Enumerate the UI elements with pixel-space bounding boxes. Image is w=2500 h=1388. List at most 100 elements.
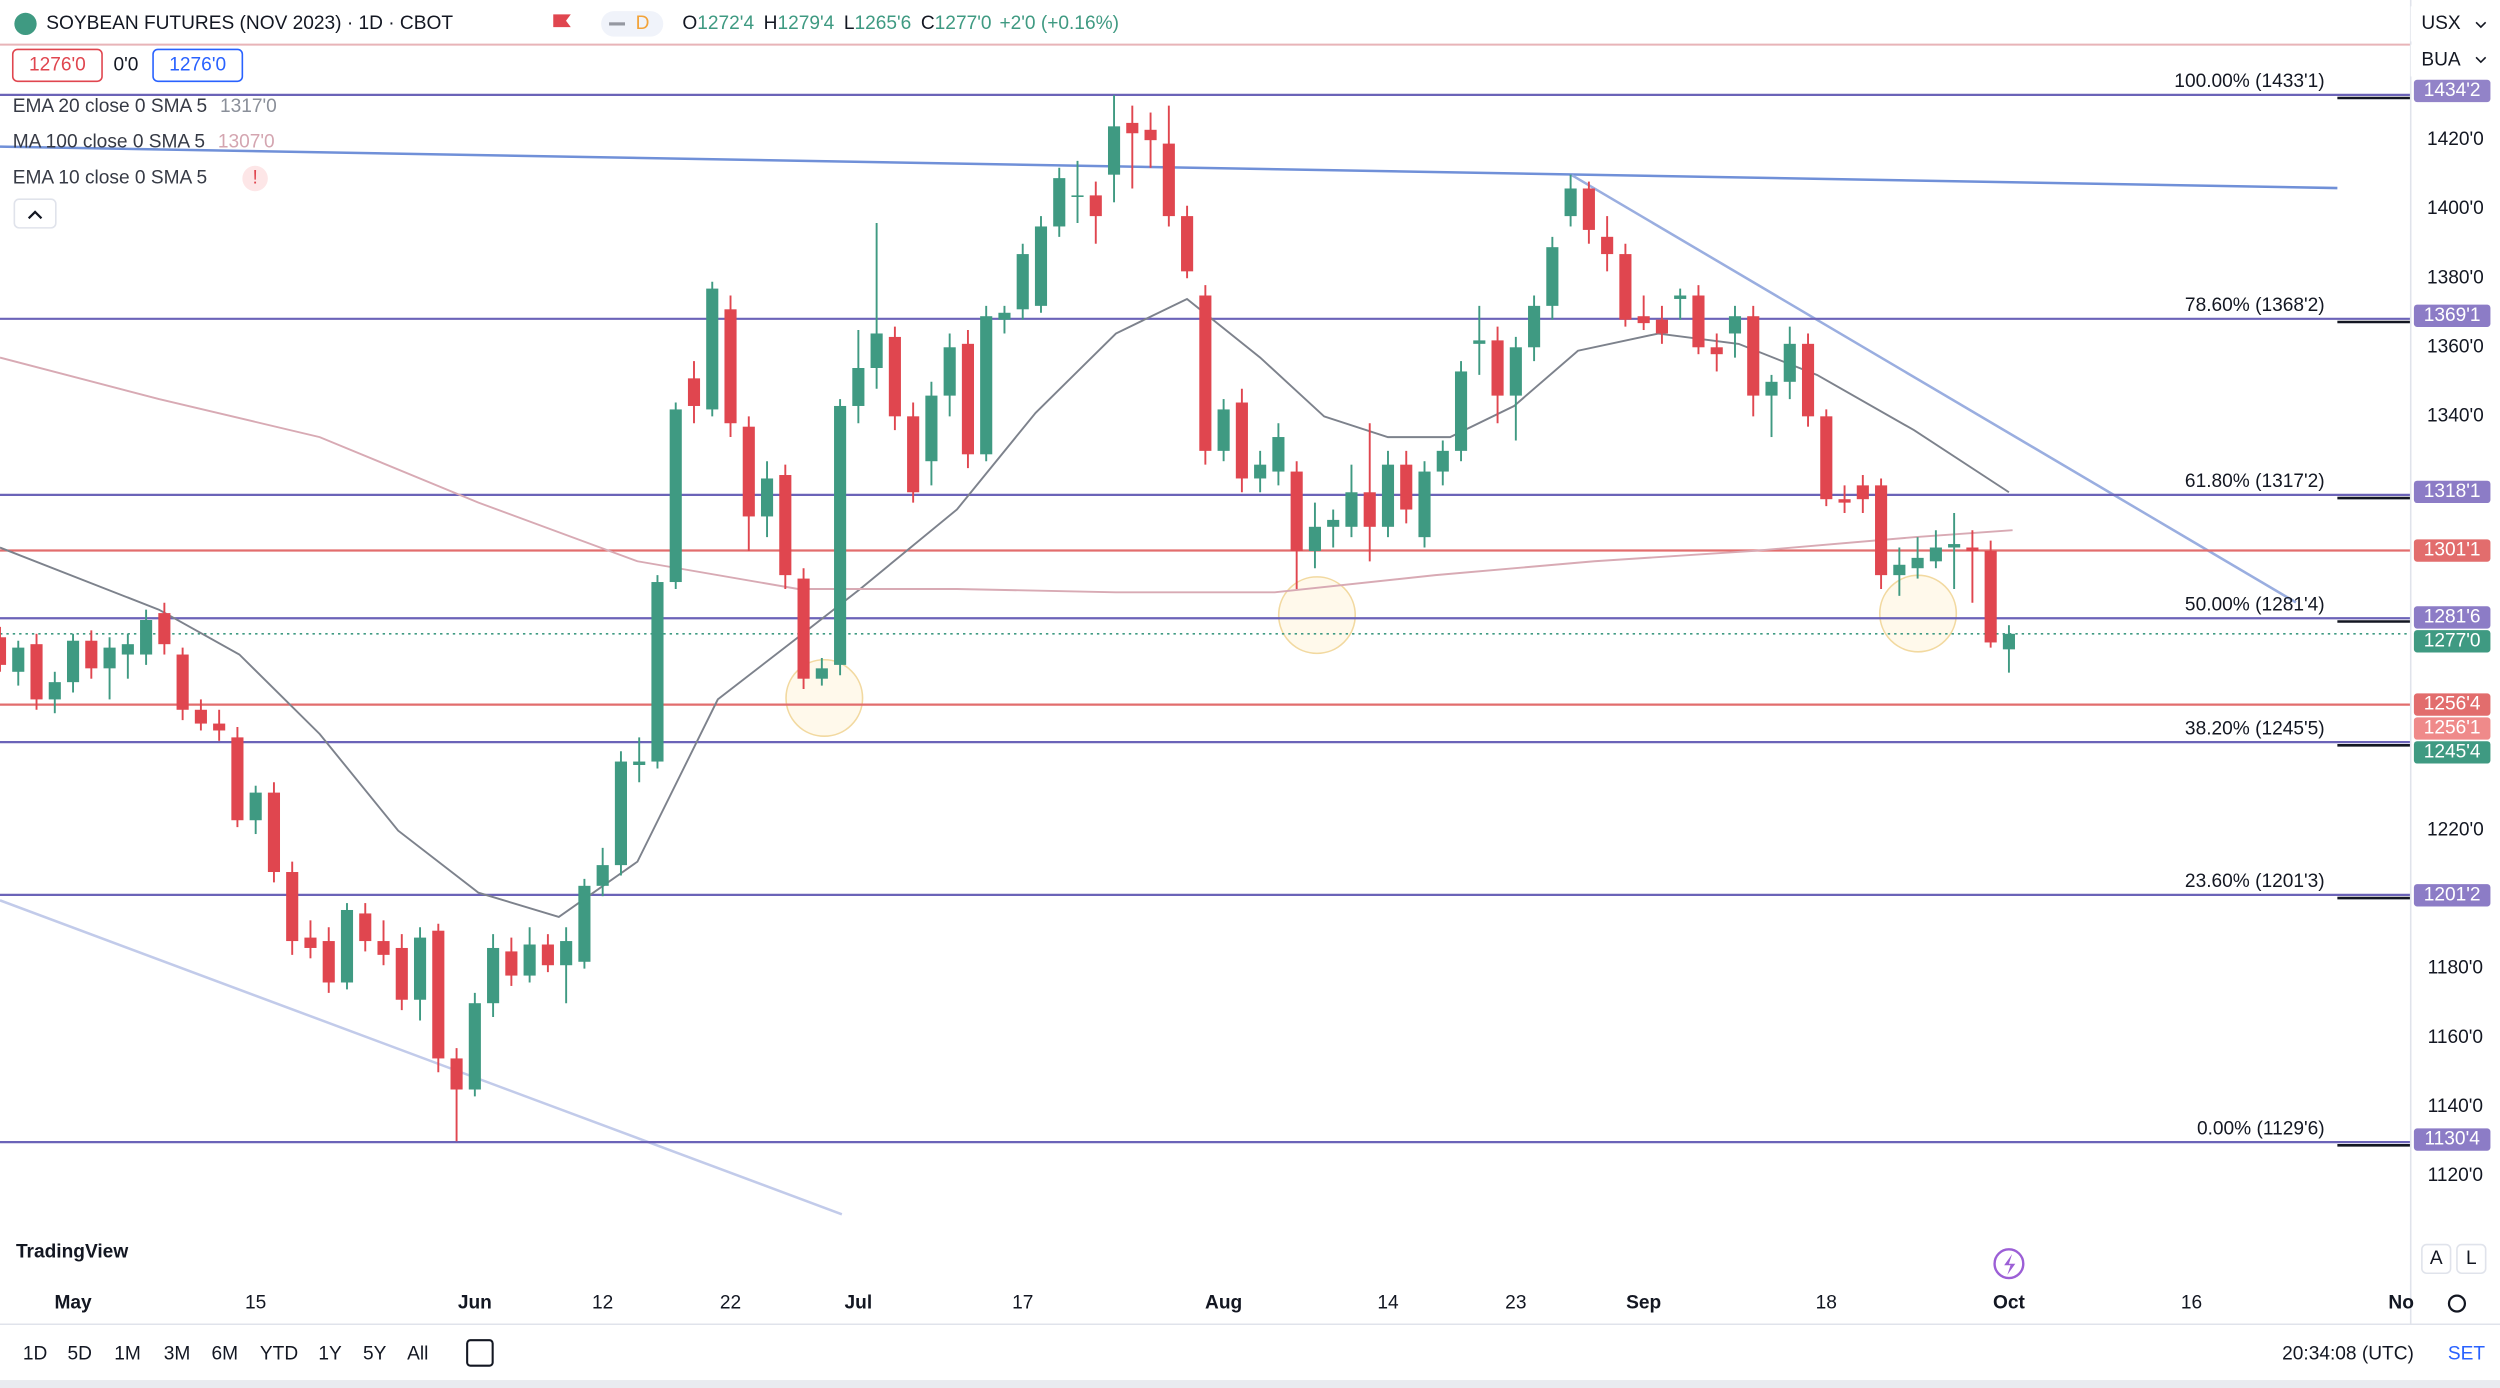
candle-body — [66, 640, 80, 683]
fib-label: 61.80% (1317'2) — [2185, 471, 2325, 492]
price-tag-label: 1277'0 — [2424, 630, 2481, 651]
candle-body — [1162, 143, 1175, 217]
x-tick-label: 18 — [1816, 1293, 1837, 1314]
ask: 1276'0 — [169, 54, 226, 75]
fib-label: 23.60% (1201'3) — [2185, 871, 2325, 892]
candle-body — [1674, 295, 1687, 299]
candle-body — [541, 944, 554, 966]
candle-body — [487, 947, 500, 1004]
candle-body — [1838, 499, 1851, 503]
scale-menu-label[interactable]: USX — [2421, 13, 2461, 34]
candle-body — [1564, 188, 1577, 217]
indicator-name: MA 100 close 0 SMA 5 — [13, 132, 205, 153]
highlight-circle — [1277, 576, 1357, 655]
x-tick-label: 15 — [245, 1293, 266, 1314]
ohlc-key: C — [921, 13, 935, 34]
fib-label: 50.00% (1281'4) — [2185, 595, 2325, 616]
ohlc-value: 1279'4 — [777, 13, 834, 34]
candle-body — [12, 647, 25, 672]
candle-body — [1381, 464, 1395, 527]
range-button[interactable]: 1Y — [318, 1344, 342, 1365]
candle-body — [304, 937, 317, 948]
price-tag — [2413, 693, 2491, 716]
settings-icon[interactable] — [2447, 1294, 2467, 1313]
bottom-band — [0, 1380, 2500, 1388]
candle-body — [468, 1003, 481, 1090]
indicator-line — [0, 356, 2013, 594]
range-button[interactable]: 3M — [164, 1344, 191, 1365]
candle-body — [1820, 416, 1833, 500]
range-button[interactable]: All — [407, 1344, 428, 1365]
candle-body — [1728, 316, 1742, 334]
dropdown-arrows — [2475, 21, 2487, 64]
candle-body — [980, 316, 993, 455]
y-tick-label: 1340'0 — [2427, 405, 2484, 426]
scale-menu-label[interactable]: BUA — [2421, 50, 2461, 71]
candle-body — [1363, 492, 1376, 527]
candle-body — [706, 288, 719, 410]
symbol-title: SOYBEAN FUTURES (NOV 2023) · 1D · CBOT — [46, 13, 453, 34]
price-tag — [2413, 630, 2491, 653]
clock: 20:34:08 (UTC) — [2282, 1344, 2414, 1365]
candle-body — [1308, 526, 1321, 551]
candle-body — [1783, 343, 1796, 382]
candle-body — [0, 637, 7, 665]
candle-body — [450, 1058, 463, 1090]
collapse-button[interactable] — [13, 198, 57, 229]
candle-body — [1528, 305, 1541, 348]
price-tag — [2413, 304, 2491, 327]
currency-menu[interactable] — [2410, 6, 2494, 42]
candle-body — [1418, 471, 1431, 538]
range-button[interactable]: 5Y — [363, 1344, 387, 1365]
price-tag — [2413, 480, 2491, 504]
candle-body — [1235, 402, 1248, 479]
candle-body — [1655, 319, 1668, 334]
candle-body — [578, 885, 591, 962]
range-button[interactable]: 6M — [212, 1344, 239, 1365]
x-tick-label: May — [54, 1293, 92, 1314]
chevron-icon — [27, 210, 43, 220]
bid-box[interactable] — [11, 48, 103, 83]
candle-body — [1893, 564, 1906, 576]
candle-body — [1181, 216, 1194, 272]
calendar-icon[interactable] — [466, 1339, 494, 1367]
candle-body — [1400, 464, 1413, 510]
candle-body — [1856, 485, 1869, 500]
range-button[interactable]: 5D — [67, 1344, 91, 1365]
session-button[interactable]: SET — [2448, 1344, 2486, 1365]
symbol-icon — [14, 12, 37, 36]
y-tick-label: 1360'0 — [2427, 336, 2484, 357]
indicator-line — [0, 297, 2010, 918]
candle-body — [1107, 126, 1121, 175]
y-tick-label: 1180'0 — [2428, 958, 2483, 979]
price-tag-label: 1318'1 — [2424, 481, 2481, 502]
flag-icon[interactable] — [553, 14, 571, 28]
candle-body — [1765, 381, 1778, 396]
range-button[interactable]: YTD — [260, 1344, 298, 1365]
candle-body — [888, 336, 901, 417]
candle-body — [1875, 485, 1888, 576]
indicator-name: EMA 10 close 0 SMA 5 — [13, 168, 207, 189]
trend-line — [0, 899, 843, 1216]
scale-button[interactable] — [2421, 1243, 2452, 1275]
candle-body — [1199, 295, 1212, 451]
ohlc-key: L — [844, 13, 855, 34]
indicator-value: ! — [252, 168, 257, 189]
candle-body — [1710, 347, 1723, 355]
range-button[interactable]: 1M — [114, 1344, 141, 1365]
candle-body — [1546, 247, 1559, 306]
candle-body — [85, 640, 98, 669]
y-tick-label: 1380'0 — [2427, 267, 2484, 288]
scale-button[interactable] — [2456, 1243, 2487, 1275]
ask-box[interactable] — [152, 48, 244, 83]
range-button[interactable]: 1D — [23, 1344, 47, 1365]
candle-body — [1016, 254, 1029, 310]
candle-body — [925, 395, 938, 462]
logo: TradingView — [16, 1242, 128, 1263]
fib-label: 100.00% (1433'1) — [2174, 71, 2324, 92]
indicator-value: 1317'0 — [220, 96, 277, 117]
candle-body — [121, 644, 134, 655]
price-tag — [2413, 606, 2491, 629]
candle-body — [1491, 340, 1504, 396]
